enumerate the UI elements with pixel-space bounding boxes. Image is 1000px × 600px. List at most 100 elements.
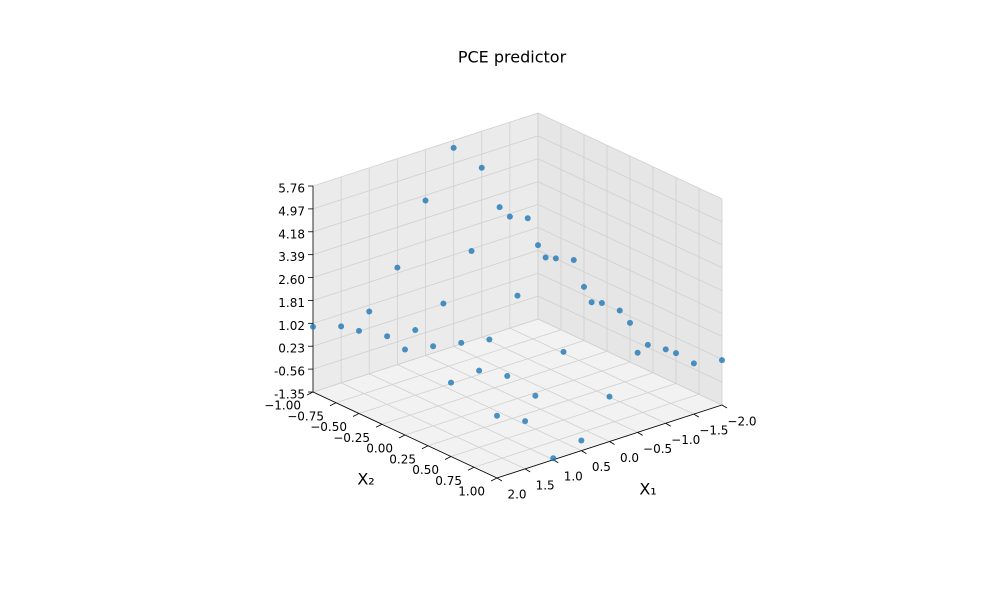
grid-line — [312, 181, 539, 256]
point — [560, 348, 567, 355]
point — [581, 283, 587, 290]
point — [450, 144, 457, 151]
point — [310, 323, 316, 330]
grid-line — [427, 372, 654, 447]
z-tick-label: -0.56 — [274, 365, 305, 379]
z-tick-label: 2.60 — [278, 273, 305, 287]
grid-line — [537, 158, 723, 246]
x-tick-label: 2.0 — [507, 488, 526, 502]
point — [430, 343, 437, 350]
point — [422, 197, 429, 204]
point — [366, 308, 373, 315]
point — [719, 357, 725, 364]
tick-mark — [352, 413, 360, 417]
grid-line — [312, 204, 539, 278]
tick-mark — [375, 423, 383, 428]
tick-mark — [496, 477, 503, 482]
point — [504, 372, 511, 379]
x-tick-label: 1.5 — [536, 478, 555, 492]
grid-line — [450, 383, 677, 457]
grid-line — [537, 181, 723, 269]
z-tick-label: 1.81 — [278, 296, 305, 310]
x-axis-label: X₁ — [639, 480, 656, 499]
grid-line — [537, 227, 723, 314]
tick-mark — [721, 404, 728, 409]
point — [535, 242, 541, 249]
point — [570, 257, 577, 264]
point — [522, 418, 529, 425]
point — [627, 319, 633, 326]
grid-line — [537, 204, 723, 291]
tick-mark — [581, 450, 587, 454]
y-tick-label: 0.00 — [366, 442, 393, 456]
grid-line — [537, 135, 723, 223]
tick-mark — [467, 466, 475, 471]
grid-line — [312, 112, 539, 187]
grid-line — [312, 272, 539, 347]
tick-mark — [329, 402, 337, 407]
chart-title: PCE predictor — [458, 48, 567, 67]
point — [412, 327, 419, 334]
tick-mark — [524, 468, 531, 473]
grid-line — [312, 227, 539, 301]
x-tick-label: −0.5 — [643, 442, 672, 456]
grid-line — [537, 272, 723, 360]
z-tick-label: 1.02 — [278, 319, 305, 333]
point — [494, 412, 500, 419]
y-tick-label: −0.50 — [310, 420, 347, 434]
y-axis-label: X₂ — [357, 470, 374, 489]
point — [524, 215, 531, 222]
tick-mark — [398, 434, 406, 439]
x-tick-label: −1.5 — [699, 424, 728, 438]
point — [476, 367, 483, 374]
tick-mark — [665, 422, 671, 427]
point — [550, 455, 557, 462]
x-tick-label: 0.5 — [592, 460, 611, 474]
point — [394, 264, 401, 271]
point — [690, 360, 697, 367]
point — [616, 307, 623, 314]
point — [634, 349, 641, 356]
grid-line — [537, 318, 723, 406]
y-tick-label: −0.75 — [287, 409, 324, 423]
grid-line — [312, 249, 539, 324]
grid-line — [312, 135, 539, 210]
point — [496, 204, 503, 211]
point — [542, 254, 549, 261]
point — [662, 346, 669, 353]
point — [448, 379, 454, 386]
grid-line — [381, 350, 608, 425]
x-tick-label: 0.0 — [620, 451, 639, 465]
point — [478, 164, 485, 171]
grid-line — [537, 112, 723, 200]
point — [606, 393, 613, 400]
point — [588, 299, 595, 306]
y-tick-label: 1.00 — [458, 485, 485, 499]
z-tick-label: -1.35 — [274, 388, 305, 402]
tick-mark — [444, 456, 452, 460]
point — [338, 323, 345, 330]
point — [644, 341, 651, 348]
x-tick-label: −2.0 — [727, 415, 756, 429]
grid-line — [358, 340, 585, 414]
point — [356, 327, 362, 334]
point — [532, 392, 539, 399]
point — [673, 350, 679, 357]
tick-mark — [421, 445, 429, 450]
x-tick-label: 1.0 — [564, 469, 583, 483]
z-tick-label: 0.23 — [278, 342, 305, 356]
grid-line — [404, 361, 631, 436]
point — [402, 346, 408, 353]
grid-line — [312, 158, 539, 233]
grid-line — [537, 249, 723, 337]
z-tick-label: 4.18 — [278, 227, 305, 241]
tick-mark — [609, 441, 615, 445]
y-tick-label: 0.75 — [435, 474, 462, 488]
z-tick-label: 5.76 — [278, 182, 305, 196]
grid-line — [473, 393, 700, 468]
y-tick-label: −1.00 — [264, 399, 301, 413]
y-tick-label: 0.50 — [412, 463, 439, 477]
z-tick-label: 3.39 — [278, 250, 305, 264]
x-tick-label: −1.0 — [671, 433, 700, 447]
